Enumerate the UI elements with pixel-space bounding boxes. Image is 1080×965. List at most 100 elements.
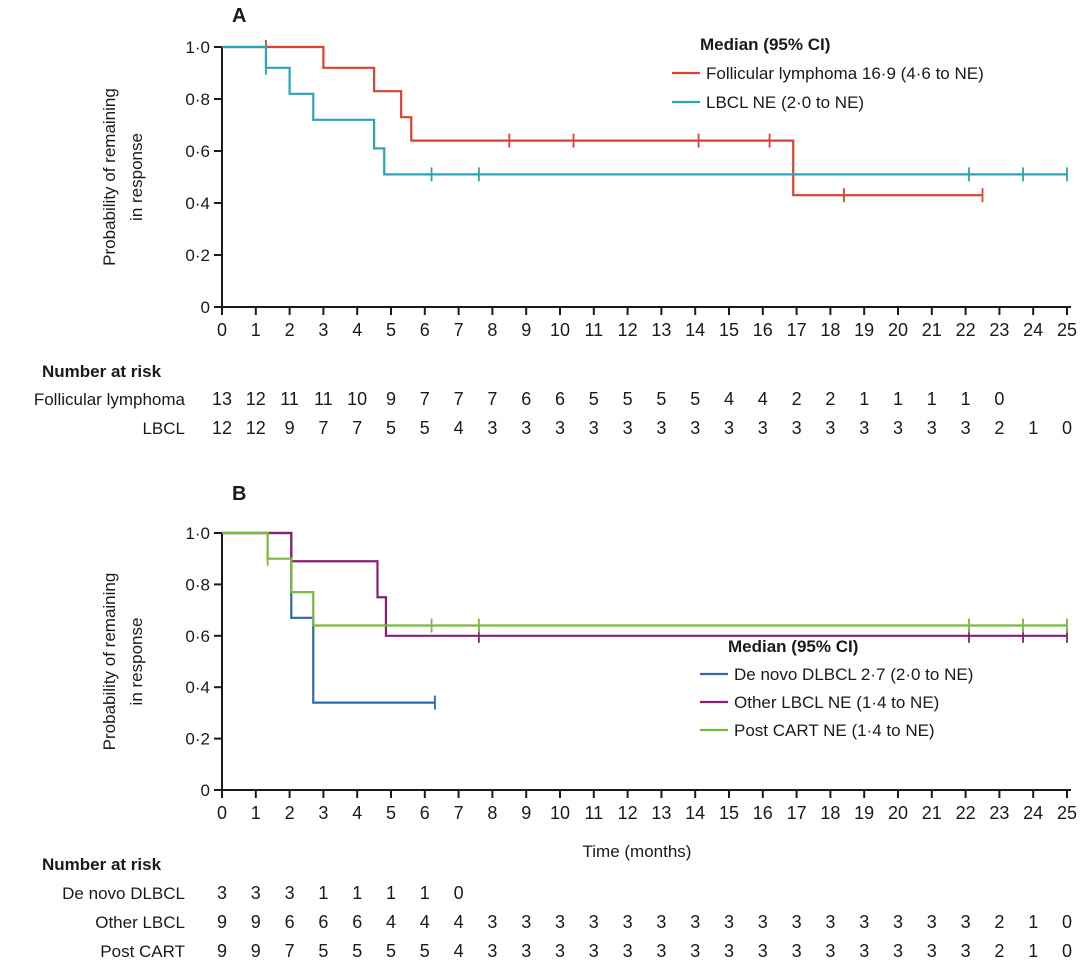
risk-count: 3 (521, 418, 531, 438)
x-tick-label: 4 (352, 320, 362, 340)
panel-label: A (232, 5, 246, 27)
y-axis-label: Probability of remaining (100, 573, 119, 751)
risk-count: 5 (352, 941, 362, 961)
x-tick-label: 6 (420, 320, 430, 340)
risk-count: 3 (893, 941, 903, 961)
x-tick-label: 24 (1023, 803, 1043, 823)
risk-count: 3 (893, 912, 903, 932)
risk-count: 12 (246, 418, 266, 438)
x-tick-label: 11 (584, 320, 603, 340)
x-tick-label: 23 (989, 803, 1009, 823)
risk-count: 7 (285, 941, 295, 961)
risk-count: 3 (251, 883, 261, 903)
risk-count: 3 (589, 912, 599, 932)
x-tick-label: 5 (386, 320, 396, 340)
risk-count: 6 (352, 912, 362, 932)
x-tick-label: 24 (1023, 320, 1043, 340)
y-tick-label: 0·8 (185, 575, 210, 594)
legend-entry: Other LBCL NE (1·4 to NE) (734, 693, 939, 712)
risk-row-label: Follicular lymphoma (34, 390, 186, 409)
risk-count: 2 (994, 418, 1004, 438)
risk-count: 5 (386, 418, 396, 438)
risk-count: 9 (285, 418, 295, 438)
risk-count: 7 (420, 389, 430, 409)
x-tick-label: 12 (618, 803, 638, 823)
risk-count: 3 (623, 912, 633, 932)
y-axis-label: Probability of remaining (100, 88, 119, 266)
y-tick-label: 0·8 (185, 90, 210, 109)
risk-count: 4 (454, 418, 464, 438)
risk-count: 1 (961, 389, 971, 409)
x-tick-label: 12 (618, 320, 638, 340)
y-tick-label: 0·2 (185, 246, 210, 265)
risk-count: 5 (589, 389, 599, 409)
risk-count: 4 (420, 912, 430, 932)
y-tick-label: 0 (201, 781, 210, 800)
risk-count: 12 (212, 418, 232, 438)
risk-count: 0 (994, 389, 1004, 409)
risk-count: 3 (724, 941, 734, 961)
risk-count: 5 (656, 389, 666, 409)
y-axis-label: in response (127, 133, 146, 221)
risk-count: 0 (1062, 912, 1072, 932)
risk-count: 3 (656, 912, 666, 932)
x-tick-label: 17 (787, 803, 807, 823)
risk-count: 3 (656, 418, 666, 438)
y-tick-label: 0·4 (185, 194, 210, 213)
x-tick-label: 25 (1057, 320, 1077, 340)
risk-count: 9 (217, 941, 227, 961)
x-tick-label: 13 (651, 803, 671, 823)
risk-count: 3 (487, 941, 497, 961)
x-tick-label: 14 (685, 803, 705, 823)
risk-count: 3 (825, 418, 835, 438)
risk-count: 5 (318, 941, 328, 961)
risk-count: 2 (994, 941, 1004, 961)
risk-count: 2 (792, 389, 802, 409)
risk-table-title: Number at risk (42, 362, 162, 381)
risk-count: 10 (347, 389, 367, 409)
risk-count: 7 (454, 389, 464, 409)
risk-count: 4 (724, 389, 734, 409)
risk-row-label: Other LBCL (95, 913, 185, 932)
risk-count: 0 (454, 883, 464, 903)
risk-count: 3 (555, 418, 565, 438)
x-tick-label: 9 (521, 803, 531, 823)
risk-count: 12 (246, 389, 266, 409)
x-tick-label: 15 (719, 803, 739, 823)
risk-count: 1 (927, 389, 937, 409)
risk-count: 3 (690, 941, 700, 961)
y-tick-label: 0 (201, 298, 210, 317)
x-tick-label: 16 (753, 320, 773, 340)
x-tick-label: 9 (521, 320, 531, 340)
x-tick-label: 16 (753, 803, 773, 823)
panel-label: B (232, 483, 246, 505)
y-axis-label: in response (127, 618, 146, 706)
risk-count: 3 (217, 883, 227, 903)
x-tick-label: 3 (318, 320, 328, 340)
risk-count: 3 (724, 418, 734, 438)
x-tick-label: 0 (217, 803, 227, 823)
y-tick-label: 0·4 (185, 678, 210, 697)
risk-count: 5 (420, 418, 430, 438)
x-tick-label: 21 (922, 803, 942, 823)
risk-count: 3 (487, 912, 497, 932)
risk-count: 3 (690, 912, 700, 932)
x-tick-label: 15 (719, 320, 739, 340)
x-tick-label: 25 (1057, 803, 1077, 823)
x-tick-label: 20 (888, 320, 908, 340)
x-tick-label: 5 (386, 803, 396, 823)
risk-count: 4 (758, 389, 768, 409)
x-tick-label: 8 (487, 320, 497, 340)
legend-entry: De novo DLBCL 2·7 (2·0 to NE) (734, 665, 973, 684)
x-tick-label: 11 (584, 803, 603, 823)
risk-count: 0 (1062, 941, 1072, 961)
risk-count: 3 (961, 418, 971, 438)
risk-count: 3 (623, 941, 633, 961)
risk-count: 0 (1062, 418, 1072, 438)
risk-count: 6 (318, 912, 328, 932)
risk-count: 3 (623, 418, 633, 438)
risk-count: 3 (555, 941, 565, 961)
risk-count: 9 (251, 912, 261, 932)
risk-count: 7 (318, 418, 328, 438)
